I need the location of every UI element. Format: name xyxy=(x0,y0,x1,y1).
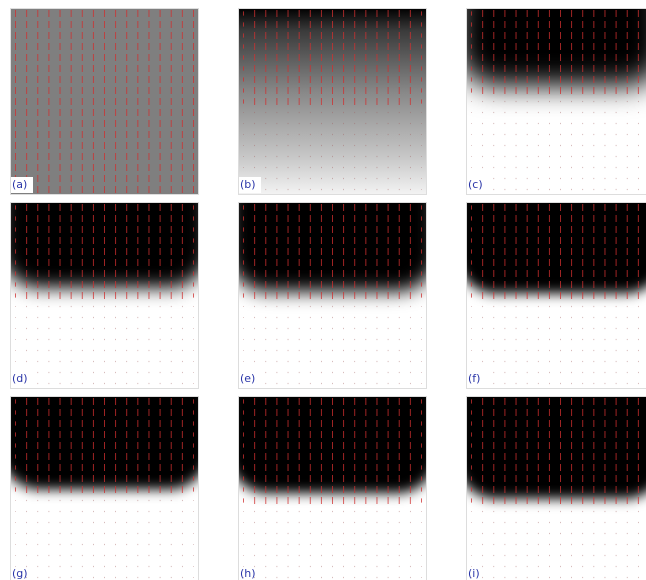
label-background xyxy=(11,371,33,387)
panel-border xyxy=(238,202,427,389)
label-background xyxy=(467,177,489,193)
panel-border xyxy=(238,396,427,580)
panel-label: (e) xyxy=(240,372,255,385)
label-background xyxy=(239,371,261,387)
dark-front xyxy=(466,202,646,294)
panel-border xyxy=(10,8,199,195)
dark-front xyxy=(10,202,199,289)
panel-label: (a) xyxy=(12,178,27,191)
panel xyxy=(10,202,199,389)
panel xyxy=(238,396,427,580)
dark-front xyxy=(238,202,427,292)
panel-border xyxy=(10,396,199,580)
label-background xyxy=(11,177,33,193)
panel xyxy=(466,396,646,580)
panel xyxy=(10,396,199,580)
panel-label: (b) xyxy=(240,178,256,191)
dark-front xyxy=(466,396,646,499)
panel-border xyxy=(466,396,646,580)
panel-label: (f) xyxy=(468,372,480,385)
panel-label: (c) xyxy=(468,178,483,191)
label-background xyxy=(467,371,489,387)
panel-label: (d) xyxy=(12,372,28,385)
panel-border xyxy=(466,8,646,195)
panel xyxy=(466,202,646,389)
panel-label: (h) xyxy=(240,567,256,580)
panel xyxy=(466,8,646,195)
panel xyxy=(238,202,427,389)
panel xyxy=(238,8,427,195)
label-background xyxy=(239,177,261,193)
panel-border xyxy=(466,202,646,389)
dark-front xyxy=(466,8,646,87)
panel-border xyxy=(238,8,427,195)
panel xyxy=(10,8,199,195)
panel-border xyxy=(10,202,199,389)
panel-label: (i) xyxy=(468,567,480,580)
panel-label: (g) xyxy=(12,567,28,580)
